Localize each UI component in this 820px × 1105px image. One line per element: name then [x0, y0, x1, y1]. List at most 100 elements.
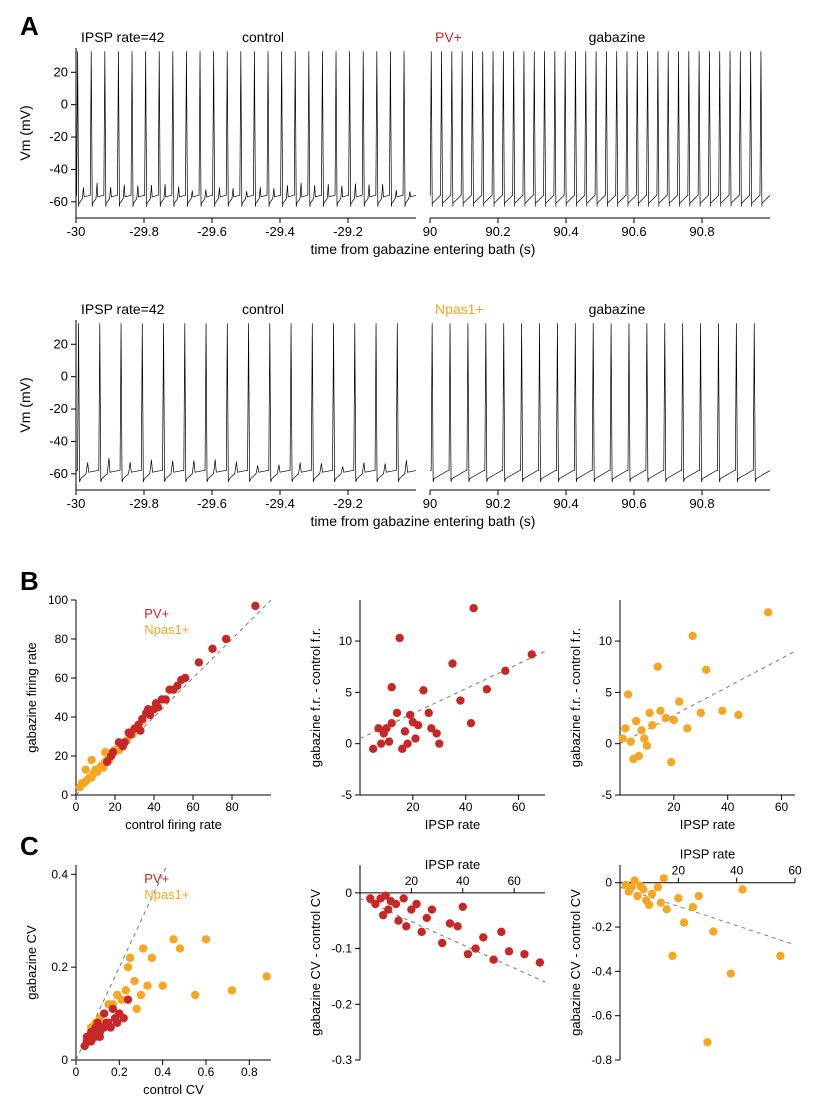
panel-label-b: B: [20, 566, 39, 596]
data-point: [718, 707, 726, 715]
svg-text:10: 10: [599, 634, 613, 648]
data-point: [764, 608, 772, 616]
data-point: [202, 935, 210, 943]
data-point: [667, 758, 675, 766]
svg-text:-0.4: -0.4: [591, 964, 612, 978]
data-point: [402, 922, 410, 930]
y-axis-label: gabazine f.r. - control f.r.: [308, 628, 323, 767]
x-axis-label: control firing rate: [125, 817, 222, 832]
data-point: [119, 742, 127, 750]
svg-text:-0.8: -0.8: [591, 1053, 612, 1067]
panel-label-a: A: [20, 11, 39, 41]
svg-text:5: 5: [345, 685, 352, 699]
data-point: [191, 991, 199, 999]
svg-text:20: 20: [55, 749, 69, 763]
data-point: [702, 666, 710, 674]
data-point: [648, 721, 656, 729]
svg-text:20: 20: [667, 800, 681, 814]
data-point: [654, 883, 662, 891]
voltage-trace: [430, 51, 770, 206]
data-point: [660, 874, 668, 882]
svg-text:90.4: 90.4: [553, 224, 578, 239]
data-point: [136, 726, 144, 734]
data-point: [417, 928, 425, 936]
data-point: [435, 739, 443, 747]
data-point: [645, 901, 653, 909]
data-point: [262, 972, 270, 980]
svg-text:-30: -30: [67, 496, 86, 511]
data-point: [689, 903, 697, 911]
data-point: [100, 1009, 108, 1017]
data-point: [385, 737, 393, 745]
data-point: [489, 956, 497, 964]
data-point: [228, 986, 236, 994]
data-point: [96, 1033, 104, 1041]
data-point: [403, 739, 411, 747]
svg-text:90.6: 90.6: [621, 224, 646, 239]
svg-text:-29.2: -29.2: [333, 496, 363, 511]
data-point: [132, 1005, 140, 1013]
data-point: [505, 947, 513, 955]
svg-text:90.4: 90.4: [553, 496, 578, 511]
svg-text:0: 0: [73, 1065, 80, 1079]
data-point: [668, 952, 676, 960]
voltage-trace: [430, 323, 770, 482]
svg-text:0.8: 0.8: [241, 1065, 258, 1079]
svg-text:0: 0: [61, 788, 68, 802]
svg-text:90.6: 90.6: [621, 496, 646, 511]
svg-text:60: 60: [186, 800, 200, 814]
data-point: [640, 734, 648, 742]
data-point: [657, 898, 665, 906]
data-point: [456, 696, 464, 704]
svg-text:60: 60: [775, 800, 789, 814]
data-point: [395, 634, 403, 642]
data-point: [645, 709, 653, 717]
svg-text:Npas1+: Npas1+: [144, 622, 189, 637]
data-point: [162, 695, 170, 703]
data-point: [124, 963, 132, 971]
data-point: [776, 952, 784, 960]
data-point: [423, 914, 431, 922]
svg-text:5: 5: [605, 685, 612, 699]
svg-text:-0.2: -0.2: [331, 997, 352, 1011]
data-point: [369, 745, 377, 753]
svg-text:90.2: 90.2: [485, 224, 510, 239]
data-point: [695, 892, 703, 900]
data-point: [662, 714, 670, 722]
y-axis-label: Vm (mV): [17, 105, 33, 160]
data-point: [464, 950, 472, 958]
svg-text:20: 20: [406, 800, 420, 814]
y-axis-label: Vm (mV): [17, 377, 33, 432]
data-point: [643, 742, 651, 750]
svg-text:0.4: 0.4: [51, 867, 68, 881]
figure-svg: ABC-60-40-20020Vm (mV)-30-29.8-29.6-29.4…: [0, 0, 820, 1105]
data-point: [113, 1019, 121, 1027]
svg-text:60: 60: [55, 671, 69, 685]
data-point: [738, 885, 746, 893]
svg-text:0.6: 0.6: [198, 1065, 215, 1079]
data-point: [399, 894, 407, 902]
data-point: [469, 604, 477, 612]
data-point: [627, 737, 635, 745]
data-point: [632, 717, 640, 725]
voltage-trace: [76, 51, 416, 206]
data-point: [107, 752, 115, 760]
data-point: [392, 900, 400, 908]
x-axis-label: time from gabazine entering bath (s): [311, 241, 536, 257]
svg-text:90.8: 90.8: [689, 496, 714, 511]
x-axis-label: IPSP rate: [425, 817, 480, 832]
svg-text:20: 20: [672, 864, 686, 878]
data-point: [674, 894, 682, 902]
svg-text:-29.4: -29.4: [265, 224, 295, 239]
svg-text:PV+: PV+: [144, 871, 169, 886]
svg-text:control: control: [242, 29, 284, 45]
svg-text:0: 0: [61, 97, 68, 112]
svg-text:0: 0: [605, 737, 612, 751]
svg-text:100: 100: [48, 593, 68, 607]
svg-text:-5: -5: [341, 788, 352, 802]
data-point: [697, 709, 705, 717]
svg-text:-20: -20: [49, 401, 68, 416]
data-point: [124, 995, 132, 1003]
svg-text:gabazine: gabazine: [589, 301, 646, 317]
data-point: [87, 756, 95, 764]
